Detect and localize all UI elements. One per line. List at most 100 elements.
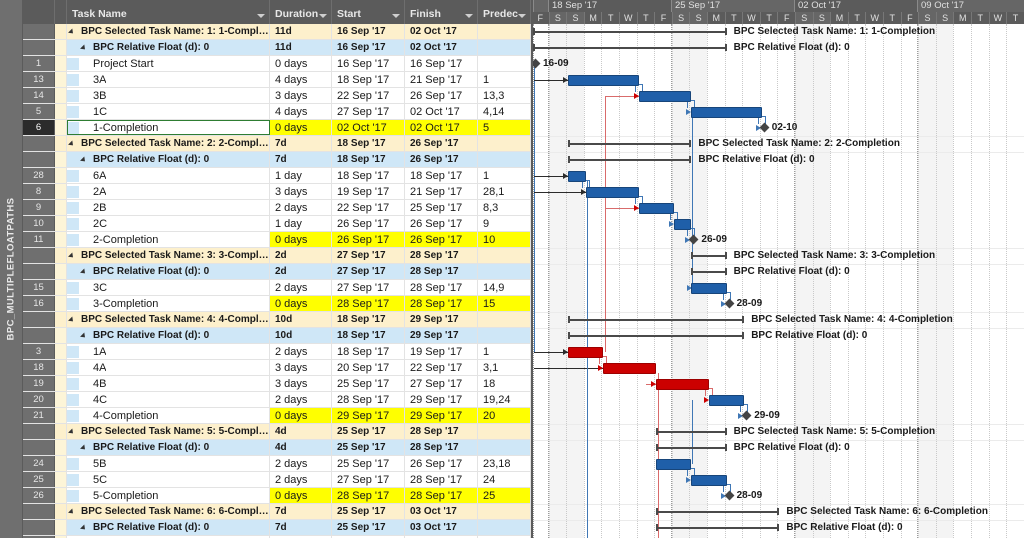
finish-date-cell[interactable]: 21 Sep '17 bbox=[405, 72, 478, 87]
start-date-cell[interactable]: 22 Sep '17 bbox=[332, 88, 405, 103]
finish-date-cell[interactable]: 18 Sep '17 bbox=[405, 168, 478, 183]
gantt-task-bar[interactable] bbox=[568, 347, 604, 358]
gantt-summary-bar[interactable] bbox=[533, 28, 727, 35]
task-name-cell[interactable]: BPC Relative Float (d): 0 bbox=[67, 264, 270, 279]
predecessors-cell[interactable]: 24 bbox=[478, 472, 531, 487]
gantt-summary-bar[interactable] bbox=[691, 268, 727, 275]
gantt-summary-bar[interactable] bbox=[568, 316, 745, 323]
task-name-cell[interactable]: 3C bbox=[67, 280, 270, 295]
gantt-milestone-marker[interactable] bbox=[741, 410, 752, 421]
predecessors-cell[interactable]: 10 bbox=[478, 232, 531, 247]
start-date-cell[interactable]: 27 Sep '17 bbox=[332, 472, 405, 487]
gantt-chart-body[interactable]: BPC Selected Task Name: 1: 1-Completion B… bbox=[533, 24, 1024, 538]
finish-date-cell[interactable]: 28 Sep '17 bbox=[405, 488, 478, 503]
row-number-cell[interactable]: 28 bbox=[23, 168, 55, 183]
table-row[interactable]: 1 Project Start 0 days 16 Sep '17 16 Sep '17… bbox=[23, 56, 531, 72]
finish-date-cell[interactable]: 28 Sep '17 bbox=[405, 248, 478, 263]
gantt-task-bar[interactable] bbox=[568, 171, 586, 182]
task-name-cell[interactable]: BPC Relative Float (d): 0 bbox=[67, 152, 270, 167]
task-name-cell[interactable]: 1C bbox=[67, 104, 270, 119]
task-name-cell[interactable]: BPC Relative Float (d): 0 bbox=[67, 440, 270, 455]
table-row[interactable]: BPC Relative Float (d): 0 10d 18 Sep '17 29… bbox=[23, 328, 531, 344]
table-row[interactable]: BPC Relative Float (d): 0 4d 25 Sep '17 28 … bbox=[23, 440, 531, 456]
row-number-cell[interactable]: 20 bbox=[23, 392, 55, 407]
start-date-cell[interactable]: 16 Sep '17 bbox=[332, 56, 405, 71]
start-date-cell[interactable]: 18 Sep '17 bbox=[332, 344, 405, 359]
task-name-cell[interactable]: 4-Completion bbox=[67, 408, 270, 423]
predecessors-cell[interactable]: 13,3 bbox=[478, 88, 531, 103]
start-date-cell[interactable]: 28 Sep '17 bbox=[332, 392, 405, 407]
task-name-cell[interactable]: 4C bbox=[67, 392, 270, 407]
predecessors-cell[interactable]: 15 bbox=[478, 296, 531, 311]
task-name-cell[interactable]: BPC Selected Task Name: 3: 3-Completion bbox=[67, 248, 270, 263]
finish-date-cell[interactable]: 28 Sep '17 bbox=[405, 296, 478, 311]
start-date-cell[interactable]: 25 Sep '17 bbox=[332, 376, 405, 391]
duration-cell[interactable]: 2 days bbox=[270, 392, 332, 407]
duration-cell[interactable]: 0 days bbox=[270, 120, 332, 135]
row-number-cell[interactable]: 25 bbox=[23, 472, 55, 487]
row-number-cell[interactable]: 24 bbox=[23, 456, 55, 471]
predecessors-cell[interactable] bbox=[478, 56, 531, 71]
table-row[interactable]: 11 2-Completion 0 days 26 Sep '17 26 Sep '17… bbox=[23, 232, 531, 248]
gantt-task-bar[interactable] bbox=[585, 187, 639, 198]
gantt-summary-bar[interactable] bbox=[568, 140, 692, 147]
start-date-cell[interactable]: 25 Sep '17 bbox=[332, 520, 405, 535]
task-name-cell[interactable]: BPC Relative Float (d): 0 bbox=[67, 520, 270, 535]
gantt-task-bar[interactable] bbox=[568, 75, 639, 86]
task-name-cell[interactable]: 4A bbox=[67, 360, 270, 375]
start-date-cell[interactable]: 18 Sep '17 bbox=[332, 312, 405, 327]
finish-date-cell[interactable]: 29 Sep '17 bbox=[405, 328, 478, 343]
start-date-cell[interactable]: 18 Sep '17 bbox=[332, 152, 405, 167]
filter-arrow-icon[interactable] bbox=[465, 14, 473, 18]
gantt-task-bar[interactable] bbox=[673, 219, 692, 230]
finish-date-cell[interactable]: 28 Sep '17 bbox=[405, 424, 478, 439]
finish-date-cell[interactable]: 28 Sep '17 bbox=[405, 440, 478, 455]
task-name-cell[interactable]: 2B bbox=[67, 200, 270, 215]
finish-date-cell[interactable]: 27 Sep '17 bbox=[405, 376, 478, 391]
row-number-cell[interactable]: 16 bbox=[23, 296, 55, 311]
row-number-cell[interactable]: 5 bbox=[23, 104, 55, 119]
gantt-task-bar[interactable] bbox=[691, 107, 762, 118]
predecessors-cell[interactable]: 20 bbox=[478, 408, 531, 423]
gantt-summary-bar[interactable] bbox=[656, 444, 727, 451]
finish-date-cell[interactable]: 26 Sep '17 bbox=[405, 216, 478, 231]
table-row[interactable]: BPC Selected Task Name: 3: 3-Completion 2… bbox=[23, 248, 531, 264]
start-date-cell[interactable]: 27 Sep '17 bbox=[332, 248, 405, 263]
predecessors-cell[interactable] bbox=[478, 328, 531, 343]
task-name-cell[interactable]: 3-Completion bbox=[67, 296, 270, 311]
finish-date-cell[interactable]: 02 Oct '17 bbox=[405, 104, 478, 119]
start-date-cell[interactable]: 25 Sep '17 bbox=[332, 456, 405, 471]
finish-date-cell[interactable]: 03 Oct '17 bbox=[405, 520, 478, 535]
start-date-cell[interactable]: 02 Oct '17 bbox=[332, 120, 405, 135]
finish-date-cell[interactable]: 28 Sep '17 bbox=[405, 472, 478, 487]
collapse-triangle-icon[interactable] bbox=[69, 507, 77, 515]
finish-date-cell[interactable]: 29 Sep '17 bbox=[405, 312, 478, 327]
predecessors-cell[interactable] bbox=[478, 152, 531, 167]
filter-arrow-icon[interactable] bbox=[319, 14, 327, 18]
row-number-cell[interactable] bbox=[23, 248, 55, 263]
table-row[interactable]: 16 3-Completion 0 days 28 Sep '17 28 Sep '17… bbox=[23, 296, 531, 312]
predecessors-cell[interactable] bbox=[478, 312, 531, 327]
row-number-cell[interactable]: 6 bbox=[23, 120, 55, 135]
predecessors-cell[interactable]: 1 bbox=[478, 344, 531, 359]
finish-date-cell[interactable]: 16 Sep '17 bbox=[405, 56, 478, 71]
finish-date-cell[interactable]: 19 Sep '17 bbox=[405, 344, 478, 359]
collapse-triangle-icon[interactable] bbox=[69, 27, 77, 35]
task-name-cell[interactable]: 5-Completion bbox=[67, 488, 270, 503]
table-row[interactable]: BPC Selected Task Name: 6: 6-Completion 7… bbox=[23, 504, 531, 520]
row-number-cell[interactable]: 29 bbox=[23, 536, 55, 538]
row-number-cell[interactable]: 14 bbox=[23, 88, 55, 103]
collapse-triangle-icon[interactable] bbox=[81, 331, 89, 339]
table-row[interactable]: BPC Selected Task Name: 4: 4-Completion 1… bbox=[23, 312, 531, 328]
start-date-cell[interactable]: 26 Sep '17 bbox=[332, 232, 405, 247]
table-row[interactable]: BPC Relative Float (d): 0 2d 27 Sep '17 28 … bbox=[23, 264, 531, 280]
start-date-cell[interactable]: 18 Sep '17 bbox=[332, 328, 405, 343]
gantt-summary-bar[interactable] bbox=[568, 156, 692, 163]
row-number-cell[interactable]: 8 bbox=[23, 184, 55, 199]
